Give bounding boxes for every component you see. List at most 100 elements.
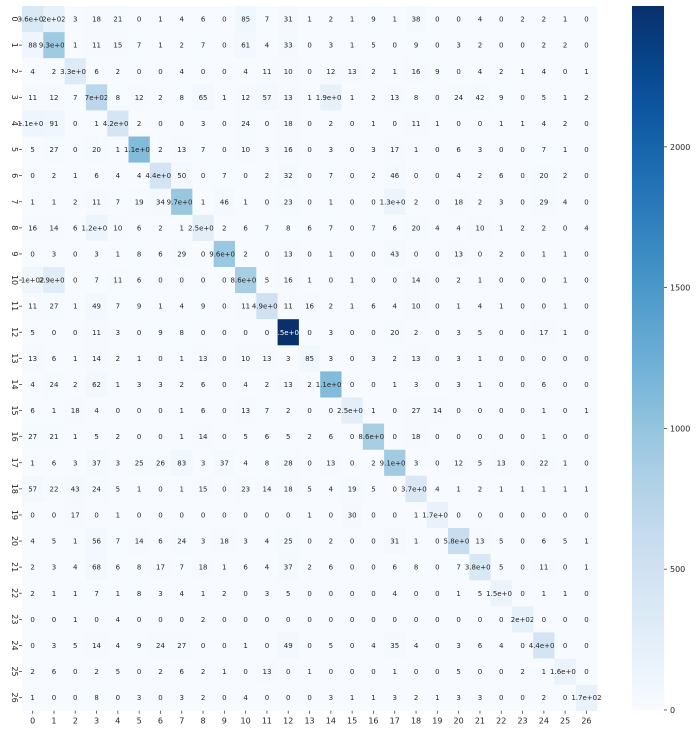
heatmap-cell	[107, 58, 129, 85]
cell-value-label: 9	[435, 68, 439, 76]
heatmap-cell	[43, 319, 65, 346]
heatmap-cell	[213, 632, 236, 659]
cell-value-label: 3	[158, 590, 162, 598]
heatmap-cell	[362, 162, 385, 190]
heatmap-cell	[554, 6, 577, 33]
heatmap-cell	[64, 58, 87, 85]
cell-value-label: 5	[286, 590, 290, 598]
cell-value-label: 0	[222, 42, 226, 50]
heatmap-cell	[107, 6, 129, 33]
heatmap-cell	[235, 214, 257, 242]
heatmap-cell	[128, 267, 151, 294]
heatmap-cell	[22, 32, 44, 59]
heatmap-cell	[384, 423, 406, 451]
cell-value-label: 0	[435, 538, 439, 546]
y-tick-label: 7	[10, 199, 19, 204]
cell-value-label: 0	[393, 616, 397, 624]
heatmap-cell	[511, 267, 534, 294]
heatmap-cell	[384, 554, 406, 581]
heatmap-cell	[64, 475, 87, 503]
cell-value-label: 5	[265, 277, 269, 285]
cell-value-label: 1	[180, 485, 184, 493]
heatmap-cell	[256, 554, 278, 581]
heatmap-cell	[426, 110, 449, 137]
x-tick-label: 18	[411, 717, 421, 726]
heatmap-cell	[85, 554, 108, 581]
cell-value-label: 9.6e+02	[209, 250, 239, 258]
heatmap-cell	[85, 580, 108, 607]
heatmap-cell	[490, 267, 513, 294]
heatmap-cell	[22, 449, 44, 477]
heatmap-cell	[192, 345, 215, 372]
heatmap-cell	[341, 214, 364, 242]
cell-value-label: 15	[199, 485, 208, 493]
heatmap-cell	[426, 136, 449, 163]
cell-value-label: 0	[456, 407, 460, 415]
cell-value-label: 1	[350, 42, 354, 50]
cell-value-label: 1	[414, 538, 418, 546]
heatmap-cell	[128, 319, 151, 346]
heatmap-cell	[490, 110, 513, 137]
cell-value-label: 6	[371, 303, 376, 311]
heatmap-cell	[128, 371, 151, 398]
heatmap-cell	[426, 658, 449, 685]
cell-value-label: 0	[307, 68, 311, 76]
y-tick-label: 20	[10, 536, 19, 546]
heatmap-cell	[213, 528, 236, 555]
cell-value-label: 0	[393, 277, 397, 285]
heatmap-cell	[256, 475, 278, 503]
cell-value-label: 0	[307, 172, 311, 180]
cell-value-label: 3	[265, 590, 269, 598]
heatmap-cell	[511, 580, 534, 607]
heatmap-cell	[213, 606, 236, 633]
cell-value-label: 0	[350, 146, 354, 154]
cell-value-label: 2	[584, 94, 588, 102]
y-tick-label: 9	[10, 251, 19, 256]
cell-value-label: 7	[329, 224, 333, 232]
cell-value-label: 13	[177, 146, 186, 154]
heatmap-cell	[448, 345, 470, 372]
heatmap-cell	[128, 397, 151, 424]
cell-value-label: 37	[92, 459, 101, 467]
heatmap-cell	[43, 580, 65, 607]
heatmap-cell	[554, 658, 577, 685]
cell-value-label: 2	[201, 694, 205, 702]
cell-value-label: 3	[243, 538, 247, 546]
cell-value-label: 2	[542, 16, 546, 24]
cell-value-label: 6	[52, 668, 57, 676]
heatmap-cell	[426, 214, 449, 242]
heatmap-cell	[256, 501, 278, 529]
cell-value-label: 1	[520, 120, 524, 128]
cell-value-label: 0	[329, 511, 333, 519]
heatmap-cell	[213, 293, 236, 320]
heatmap-cell	[554, 319, 577, 346]
cell-value-label: 0	[137, 433, 141, 441]
heatmap-cell	[554, 475, 577, 503]
cell-value-label: 2	[456, 277, 460, 285]
cell-value-label: 35	[390, 642, 399, 650]
cell-value-label: 6	[137, 277, 142, 285]
cell-value-label: 4.9e+02	[252, 303, 282, 311]
heatmap-cell	[64, 371, 87, 398]
heatmap-cell	[405, 188, 428, 216]
cell-value-label: 3	[414, 381, 418, 389]
heatmap-cell	[575, 84, 598, 111]
heatmap-cell	[320, 475, 342, 503]
heatmap-cell	[575, 110, 598, 137]
heatmap-cell	[107, 528, 129, 555]
heatmap-cell	[128, 110, 151, 137]
heatmap-cell	[192, 110, 215, 137]
heatmap-cell	[533, 6, 555, 33]
cell-value-label: 3	[201, 538, 205, 546]
heatmap-cell	[362, 632, 385, 659]
cell-value-label: 3	[73, 459, 77, 467]
cell-value-label: 6	[243, 224, 248, 232]
cell-value-label: 1	[73, 433, 77, 441]
heatmap-cell	[554, 110, 577, 137]
heatmap-cell	[85, 32, 108, 59]
heatmap-cell	[384, 449, 406, 477]
cell-value-label: 4	[265, 538, 270, 546]
cell-value-label: 0	[222, 68, 226, 76]
cell-value-label: 4	[180, 16, 185, 24]
